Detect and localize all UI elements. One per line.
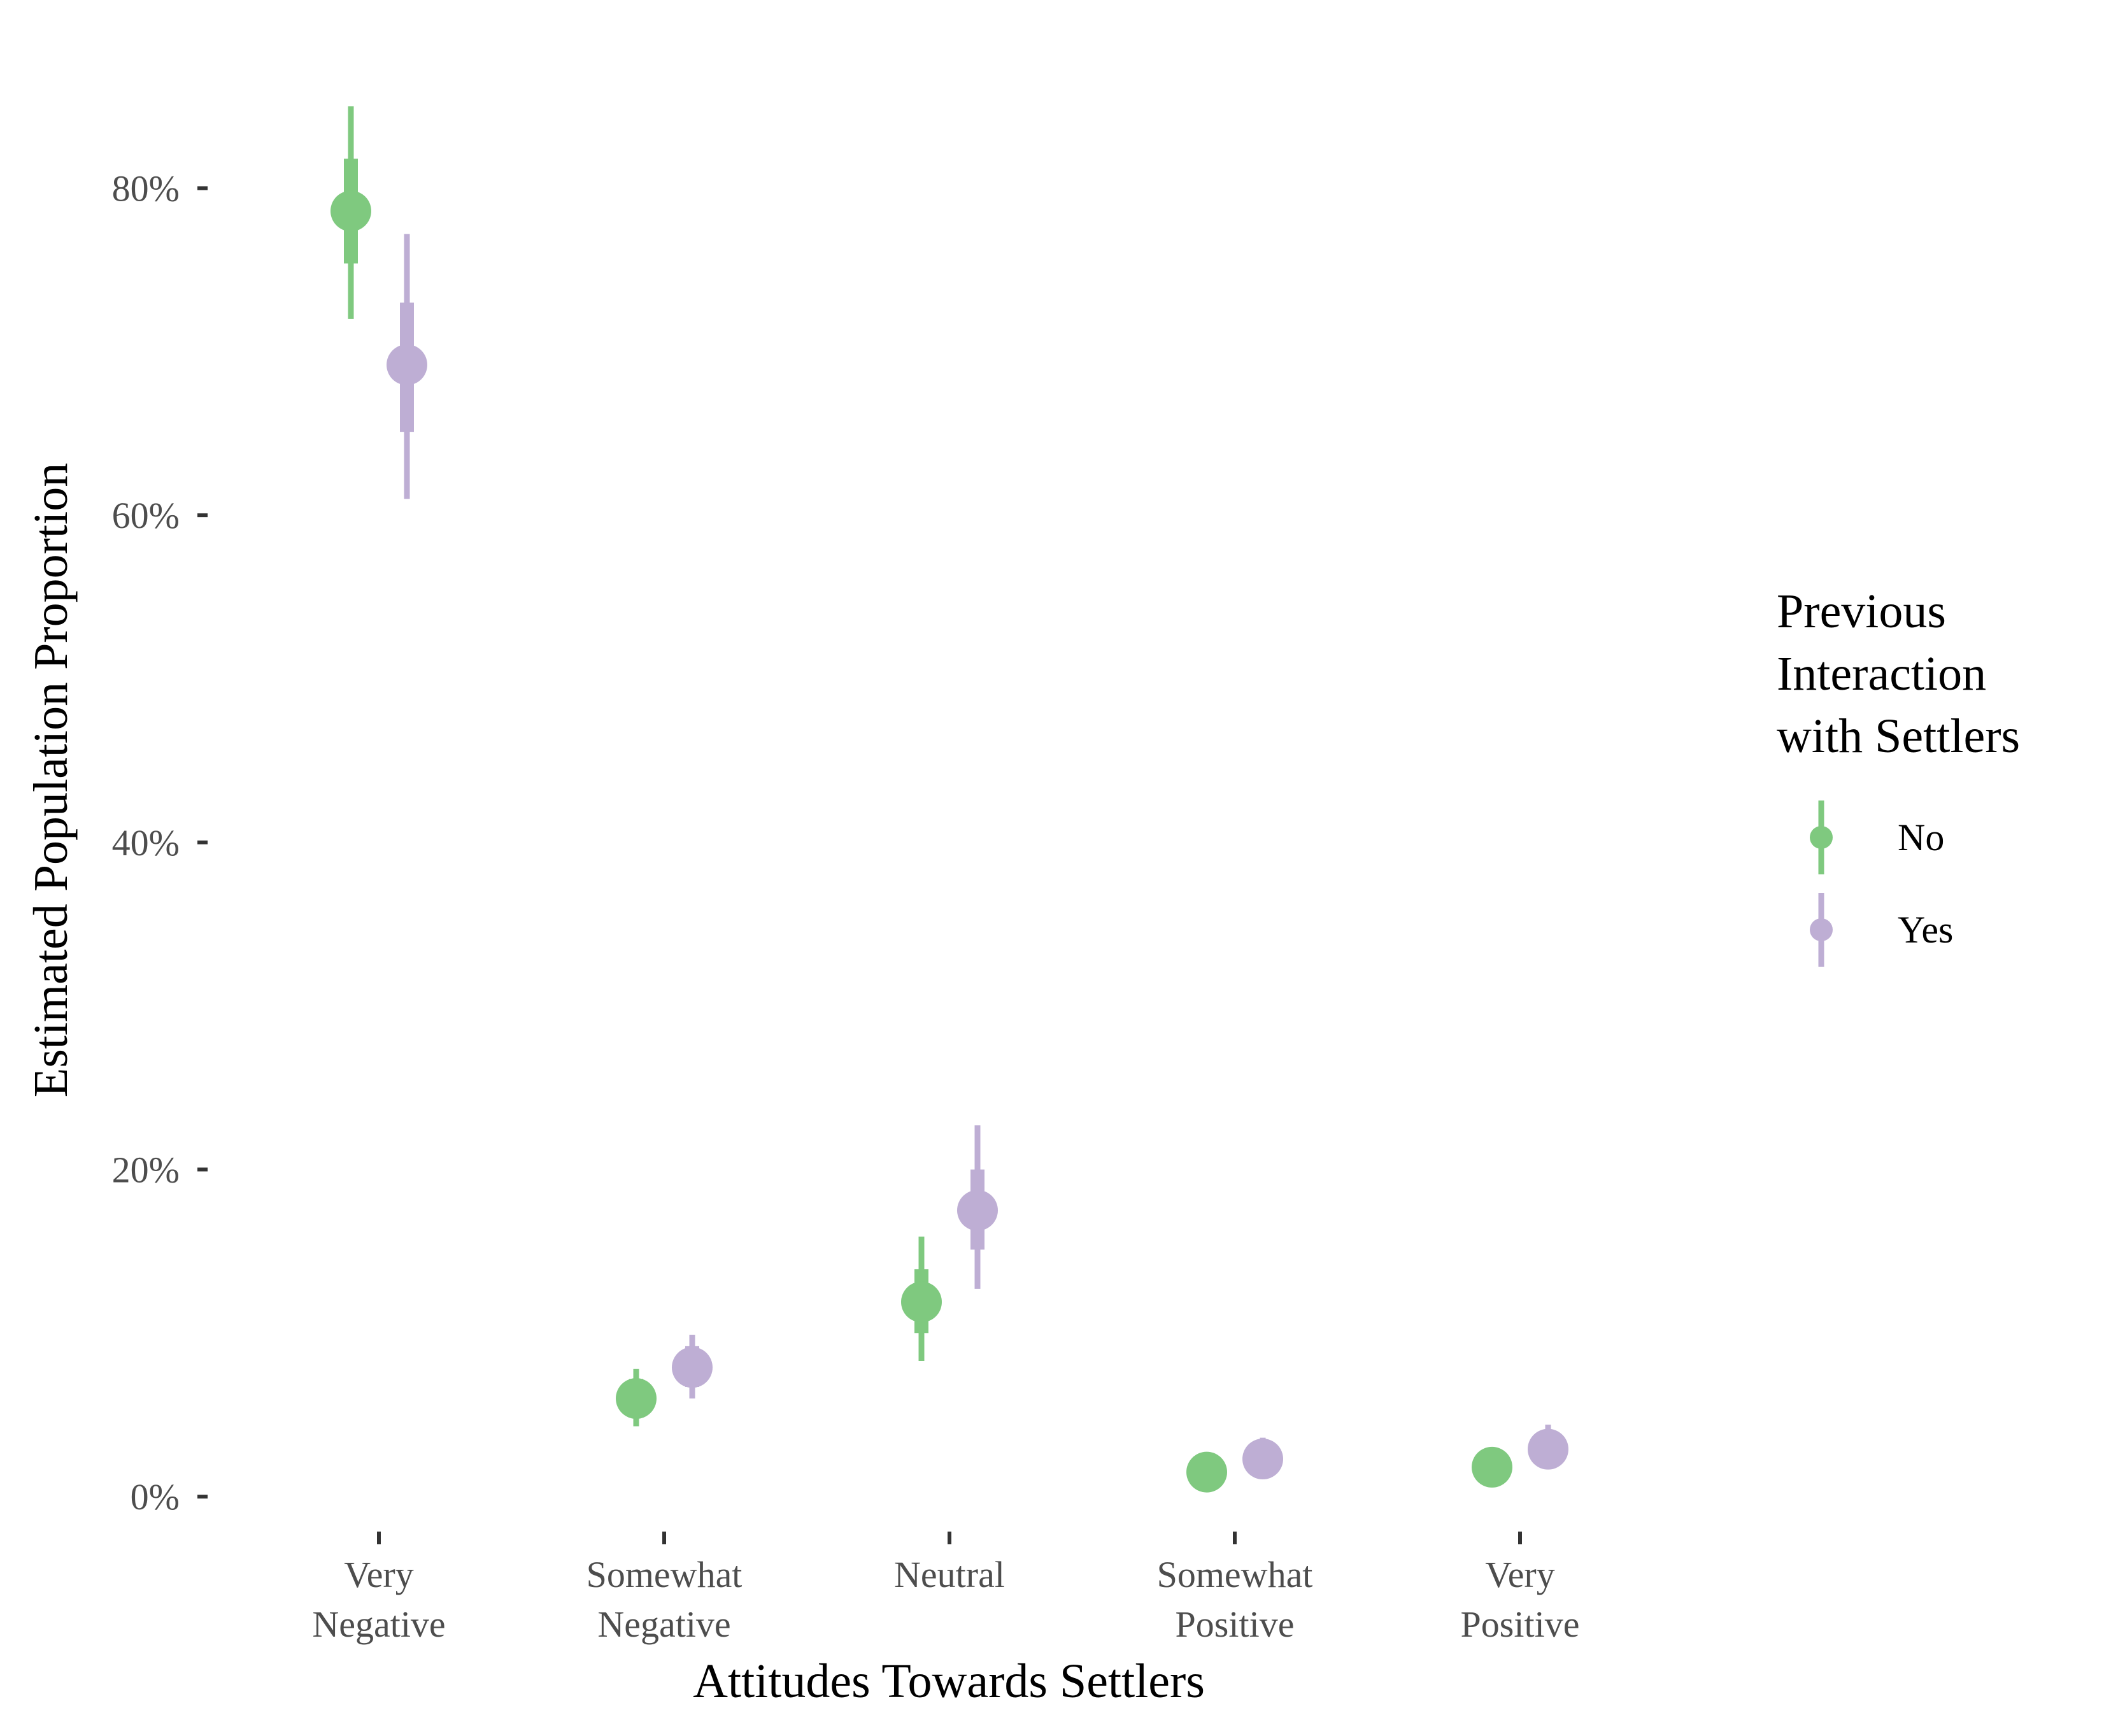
estimate-point-no xyxy=(616,1378,657,1419)
estimate-point-yes xyxy=(387,344,427,385)
y-tick-label: 40% xyxy=(112,822,180,864)
estimate-point-yes xyxy=(957,1190,998,1231)
estimate-point-yes xyxy=(1242,1439,1283,1480)
estimate-point-no xyxy=(1472,1446,1512,1488)
y-tick-label: 0% xyxy=(131,1476,180,1518)
point-range-no xyxy=(330,106,371,319)
point-range-yes xyxy=(672,1334,713,1399)
legend-item-yes: Yes xyxy=(1810,893,1953,967)
estimate-point-yes xyxy=(1528,1428,1568,1470)
legend-label: No xyxy=(1898,816,1944,858)
estimate-point-no xyxy=(330,190,371,232)
x-axis-title: Attitudes Towards Settlers xyxy=(693,1654,1205,1708)
point-range-no xyxy=(1186,1451,1227,1493)
point-range-no xyxy=(1472,1446,1512,1488)
x-axis: Very Negative Somewhat Negative Neutral Somew… xyxy=(312,1532,1579,1645)
estimate-point-yes xyxy=(672,1347,713,1388)
y-tick-label: 20% xyxy=(112,1149,180,1190)
y-axis: 0% 20% 40% 60% 80% xyxy=(112,167,208,1518)
y-tick-label: 80% xyxy=(112,167,180,209)
estimate-point-no xyxy=(901,1281,942,1323)
x-tick-label: Somewhat Positive xyxy=(1157,1554,1313,1645)
point-range-yes xyxy=(1528,1425,1568,1470)
plot-area xyxy=(330,106,1568,1493)
y-axis-title: Estimated Population Proportion xyxy=(24,463,78,1097)
point-range-yes xyxy=(957,1125,998,1289)
estimate-point-no xyxy=(1186,1451,1227,1493)
x-tick-label: Very Positive xyxy=(1461,1554,1580,1645)
point-range-no xyxy=(616,1369,657,1427)
legend: Previous Interaction with Settlers No Yes xyxy=(1777,585,2020,967)
point-range-yes xyxy=(1242,1437,1283,1480)
legend-key-point xyxy=(1810,826,1833,849)
x-tick-label: Somewhat Negative xyxy=(586,1554,743,1645)
legend-title: Previous Interaction with Settlers xyxy=(1777,585,2020,763)
x-tick-label: Neutral xyxy=(894,1554,1005,1595)
point-range-yes xyxy=(387,234,427,499)
x-tick-label: Very Negative xyxy=(312,1554,445,1645)
y-tick-label: 60% xyxy=(112,495,180,536)
point-range-no xyxy=(901,1236,942,1361)
legend-label: Yes xyxy=(1898,909,1953,951)
legend-item-no: No xyxy=(1810,800,1944,874)
legend-key-point xyxy=(1810,918,1833,941)
